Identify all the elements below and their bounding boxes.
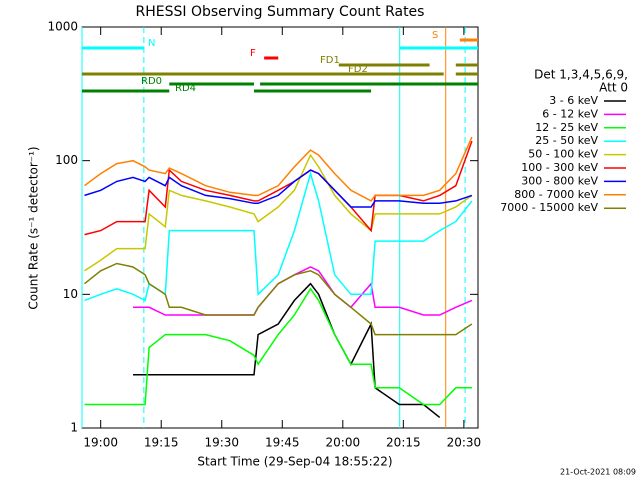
flag-label: S — [432, 30, 438, 41]
flag-label: RD4 — [175, 83, 196, 94]
x-tick-label: 19:45 — [265, 436, 300, 450]
y-tick-label: 100 — [55, 153, 78, 167]
y-tick-label: 10 — [63, 287, 78, 301]
y-tick-label: 1000 — [47, 20, 78, 34]
legend-label: 3 - 6 keV — [549, 94, 598, 107]
plot-frame — [81, 26, 479, 429]
legend-label: 25 - 50 keV — [535, 134, 598, 147]
x-tick-label: 20:15 — [386, 436, 421, 450]
y-tick-label: 1 — [70, 421, 78, 435]
flag-label: RD0 — [141, 76, 162, 87]
legend-label: 7000 - 15000 keV — [500, 201, 598, 214]
legend-label: 50 - 100 keV — [528, 148, 598, 161]
legend-title: Det 1,3,4,5,6,9, — [534, 68, 628, 82]
x-tick-label: 20:30 — [447, 436, 482, 450]
series-line — [84, 140, 473, 236]
flag-label: N — [148, 38, 155, 49]
legend-title: Att 0 — [599, 81, 628, 95]
legend-label: 800 - 7000 keV — [514, 188, 598, 201]
flag-label: F — [250, 48, 256, 59]
legend-label: 300 - 800 keV — [521, 174, 598, 187]
series-line — [84, 262, 473, 336]
footer-date: 21-Oct-2021 08:09 — [560, 468, 636, 477]
legend-label: 6 - 12 keV — [542, 107, 598, 120]
chart-title: RHESSI Observing Summary Count Rates — [136, 4, 425, 20]
x-tick-label: 19:30 — [204, 436, 239, 450]
legend-label: 12 - 25 keV — [535, 121, 598, 134]
series-line — [84, 136, 473, 202]
series-line — [133, 282, 441, 418]
y-axis-label: Count Rate (s⁻¹ detector⁻¹) — [27, 146, 41, 309]
legend-label: 100 - 300 keV — [521, 161, 598, 174]
x-axis-label: Start Time (29-Sep-04 18:55:22) — [197, 455, 392, 469]
flag-label: FD2 — [348, 64, 368, 75]
series-line — [84, 153, 473, 272]
x-tick-label: 19:00 — [83, 436, 118, 450]
x-tick-label: 19:15 — [144, 436, 179, 450]
series-line — [84, 287, 472, 406]
series-line — [84, 170, 473, 302]
series-line — [84, 169, 473, 208]
flag-label: FD1 — [320, 55, 340, 66]
x-tick-label: 20:00 — [326, 436, 361, 450]
